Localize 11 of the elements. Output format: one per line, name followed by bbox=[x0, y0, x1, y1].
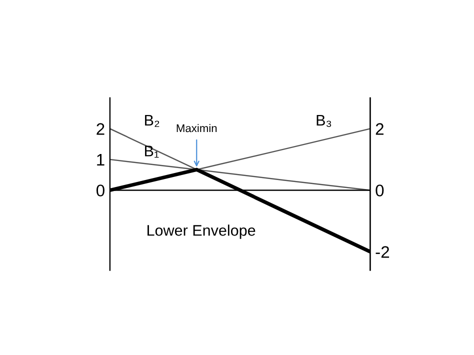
annotation: B₂ bbox=[145, 115, 160, 127]
annotation: Maximin bbox=[176, 124, 217, 132]
annotation: Lower Envelope bbox=[148, 224, 256, 239]
y2-tick-label: 0 bbox=[376, 184, 384, 196]
annotation: B₁ bbox=[145, 146, 159, 158]
annotation: B₃ bbox=[316, 115, 332, 127]
y2-tick-label: 2 bbox=[376, 123, 384, 135]
y2-tick-label: -2 bbox=[376, 246, 390, 258]
y-tick-label: 2 bbox=[96, 123, 104, 135]
y-tick-label: 1 bbox=[97, 154, 104, 166]
y-tick-label: 0 bbox=[96, 184, 104, 196]
